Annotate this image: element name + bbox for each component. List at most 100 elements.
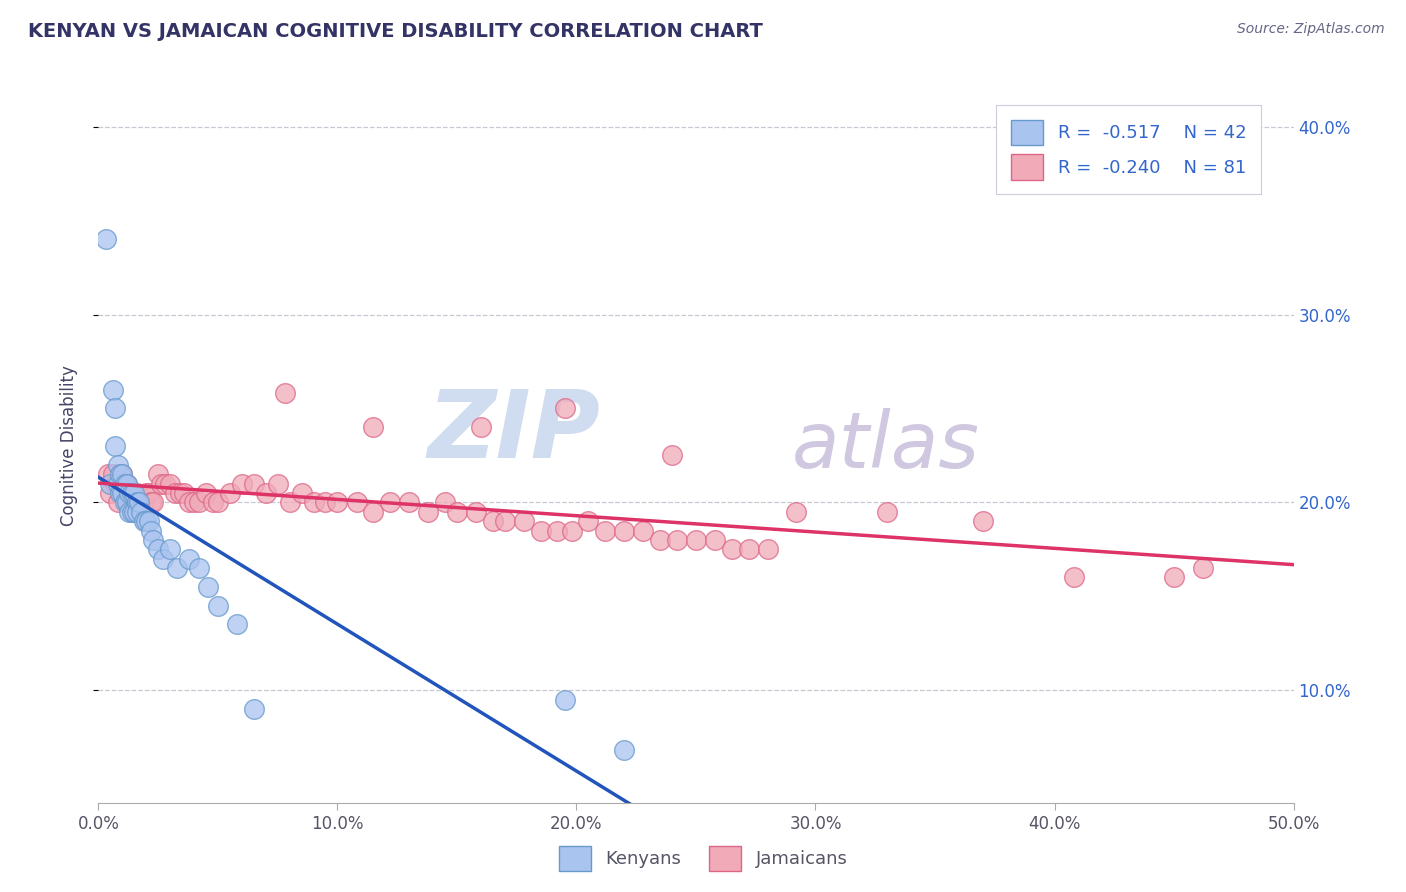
- Point: [363, 505, 385, 519]
- Point: [118, 486, 141, 500]
- Point: [183, 495, 205, 509]
- Point: [326, 495, 349, 509]
- Point: [613, 524, 636, 538]
- Point: [267, 476, 290, 491]
- Point: [138, 486, 160, 500]
- Point: [104, 439, 127, 453]
- Point: [125, 495, 148, 509]
- Point: [481, 514, 505, 528]
- Point: [470, 420, 492, 434]
- Point: [115, 476, 138, 491]
- Text: atlas: atlas: [792, 408, 980, 484]
- Point: [125, 505, 148, 519]
- Point: [97, 467, 120, 482]
- Point: [155, 476, 177, 491]
- Point: [202, 495, 225, 509]
- Point: [159, 476, 181, 491]
- Point: [115, 495, 138, 509]
- Point: [363, 420, 385, 434]
- Point: [613, 743, 636, 757]
- Point: [124, 486, 146, 500]
- Point: [737, 542, 759, 557]
- Point: [114, 476, 136, 491]
- Point: [278, 495, 301, 509]
- Point: [104, 476, 127, 491]
- Point: [107, 458, 129, 472]
- Point: [554, 692, 576, 706]
- Point: [118, 505, 141, 519]
- Point: [121, 486, 143, 500]
- Point: [219, 486, 242, 500]
- Point: [291, 486, 314, 500]
- Point: [107, 476, 129, 491]
- Point: [226, 617, 249, 632]
- Point: [593, 524, 616, 538]
- Point: [118, 486, 141, 500]
- Point: [378, 495, 401, 509]
- Point: [166, 561, 188, 575]
- Point: [131, 505, 153, 519]
- Point: [648, 533, 672, 547]
- Point: [578, 514, 600, 528]
- Point: [187, 495, 209, 509]
- Point: [149, 476, 172, 491]
- Legend: Kenyans, Jamaicans: Kenyans, Jamaicans: [551, 838, 855, 879]
- Point: [124, 486, 146, 500]
- Point: [101, 467, 124, 482]
- Point: [132, 514, 155, 528]
- Point: [254, 486, 277, 500]
- Point: [98, 486, 122, 500]
- Point: [465, 505, 488, 519]
- Point: [972, 514, 994, 528]
- Point: [121, 486, 143, 500]
- Point: [561, 524, 583, 538]
- Point: [138, 514, 160, 528]
- Point: [274, 386, 297, 401]
- Point: [101, 383, 124, 397]
- Point: [546, 524, 568, 538]
- Point: [148, 467, 170, 482]
- Point: [179, 495, 201, 509]
- Point: [876, 505, 898, 519]
- Point: [135, 486, 157, 500]
- Point: [207, 599, 229, 613]
- Point: [135, 514, 157, 528]
- Point: [128, 495, 150, 509]
- Point: [243, 476, 266, 491]
- Point: [661, 449, 683, 463]
- Point: [108, 486, 131, 500]
- Point: [302, 495, 325, 509]
- Point: [243, 702, 266, 716]
- Point: [685, 533, 707, 547]
- Point: [121, 505, 143, 519]
- Point: [554, 401, 576, 416]
- Y-axis label: Cognitive Disability: Cognitive Disability: [59, 366, 77, 526]
- Point: [111, 467, 134, 482]
- Text: KENYAN VS JAMAICAN COGNITIVE DISABILITY CORRELATION CHART: KENYAN VS JAMAICAN COGNITIVE DISABILITY …: [28, 22, 763, 41]
- Point: [114, 486, 136, 500]
- Point: [98, 476, 122, 491]
- Point: [139, 495, 162, 509]
- Point: [346, 495, 368, 509]
- Point: [107, 495, 129, 509]
- Point: [152, 551, 174, 566]
- Point: [1163, 570, 1185, 584]
- Point: [115, 495, 138, 509]
- Point: [115, 476, 138, 491]
- Point: [315, 495, 337, 509]
- Point: [513, 514, 536, 528]
- Point: [111, 486, 134, 500]
- Point: [125, 486, 148, 500]
- Point: [231, 476, 253, 491]
- Text: ZIP: ZIP: [427, 385, 600, 478]
- Point: [1191, 561, 1213, 575]
- Point: [169, 486, 191, 500]
- Point: [179, 551, 201, 566]
- Point: [173, 486, 195, 500]
- Point: [148, 542, 170, 557]
- Point: [124, 505, 146, 519]
- Point: [418, 505, 440, 519]
- Point: [434, 495, 457, 509]
- Point: [108, 476, 131, 491]
- Point: [704, 533, 727, 547]
